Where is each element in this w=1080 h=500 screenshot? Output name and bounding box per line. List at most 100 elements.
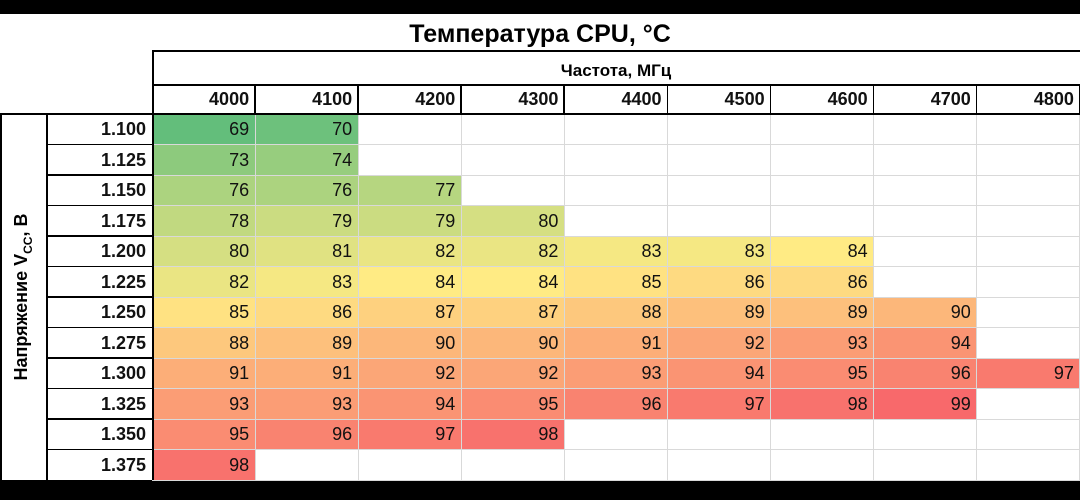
y-tick-label: 1.250 [100, 302, 146, 322]
heatmap-cell: 87 [358, 297, 462, 328]
heatmap-cell: 86 [255, 297, 359, 328]
heatmap-cell: 74 [255, 144, 359, 175]
row-header-divider [47, 174, 152, 176]
header-cell-divider [460, 84, 462, 114]
heatmap-cell: 98 [152, 449, 256, 480]
heatmap-cell: 92 [461, 358, 565, 389]
heatmap-cell: 88 [564, 297, 668, 328]
y-axis-label-main: Напряжение V [11, 253, 32, 381]
y-tick-label: 1.325 [100, 393, 146, 414]
heatmap-cell: 97 [358, 419, 462, 450]
row-header-divider [47, 143, 152, 145]
heatmap-cell: 84 [461, 266, 565, 297]
y-axis-label-suffix: , В [11, 213, 32, 237]
heatmap-cell: 83 [564, 236, 668, 267]
heatmap-cell: 76 [152, 175, 256, 206]
heatmap-cell: 92 [667, 327, 771, 358]
row-header-divider [47, 235, 152, 237]
heatmap-cell: 91 [564, 327, 668, 358]
y-tick-label: 1.350 [100, 424, 146, 444]
row-header-divider [47, 326, 152, 328]
x-tick-label: 4700 [930, 89, 971, 109]
heatmap-cell: 88 [152, 327, 256, 358]
row-header-divider [47, 357, 152, 359]
heatmap-cell: 94 [873, 327, 977, 358]
heatmap-cell: 73 [152, 144, 256, 175]
x-tick-label: 4600 [827, 89, 868, 109]
heatmap-cell: 93 [564, 358, 668, 389]
heatmap-cell: 94 [667, 358, 771, 389]
heatmap-cell: 95 [770, 358, 874, 389]
heatmap-cell: 85 [152, 297, 256, 328]
x-tick-label: 4300 [518, 89, 559, 109]
gridline-horizontal [152, 388, 1080, 389]
header-cell-divider [666, 84, 668, 114]
gridline-horizontal [152, 418, 1080, 420]
heatmap-cell: 91 [255, 358, 359, 389]
header-row-top-border [152, 84, 1080, 86]
header-cell-divider [1078, 84, 1080, 114]
header-row-bottom-border [0, 113, 1080, 115]
y-axis-label-area: Напряжение VCC, В [0, 114, 47, 480]
x-tick-label: 4800 [1033, 89, 1074, 109]
row-header-divider [47, 387, 152, 389]
heatmap-cell: 89 [255, 327, 359, 358]
heatmap-cell: 79 [358, 205, 462, 236]
heatmap-cell: 97 [667, 388, 771, 419]
heatmap-cell: 82 [461, 236, 565, 267]
ylabel-right-border [46, 114, 48, 480]
heatmap-cell: 82 [358, 236, 462, 267]
row-header-divider [47, 204, 152, 206]
row-header-divider [47, 418, 152, 420]
y-tick-label: 1.225 [100, 271, 146, 292]
heatmap-cell: 99 [873, 388, 977, 419]
heatmap-cell: 87 [461, 297, 565, 328]
heatmap-cell: 80 [152, 236, 256, 267]
y-tick-label: 1.125 [100, 149, 146, 170]
y-tick-label: 1.100 [100, 119, 146, 139]
gridline-horizontal [152, 174, 1080, 176]
x-tick-label: 4100 [312, 89, 353, 109]
heatmap-cell: 85 [564, 266, 668, 297]
heatmap-cell: 86 [770, 266, 874, 297]
gridline-horizontal [152, 205, 1080, 206]
heatmap-cell: 70 [255, 114, 359, 145]
row-header-divider [47, 265, 152, 267]
gridline-horizontal [152, 479, 1080, 481]
x-tick-label: 4200 [415, 89, 456, 109]
x-tick-label: 4500 [724, 89, 765, 109]
heatmap-cell: 98 [461, 419, 565, 450]
x-tick-label: 4000 [209, 89, 250, 109]
spreadsheet-sheet: Температура CPU, °C Частота, МГц Напряже… [0, 14, 1080, 481]
row-header-divider [47, 296, 152, 298]
header-cell-divider [769, 84, 772, 114]
gridline-horizontal [152, 235, 1080, 237]
heatmap-cell: 84 [770, 236, 874, 267]
heatmap-cell: 86 [667, 266, 771, 297]
heatmap-cell: 90 [873, 297, 977, 328]
heatmap-cell: 96 [873, 358, 977, 389]
chart-title: Температура CPU, °C [409, 20, 671, 48]
header-cell-divider [254, 84, 256, 114]
gridline-horizontal [152, 266, 1080, 267]
heatmap-cell: 95 [461, 388, 565, 419]
heatmap-cell: 76 [255, 175, 359, 206]
y-tick-label: 1.375 [100, 454, 146, 475]
heatmap-cell: 69 [152, 114, 256, 145]
header-cell-divider [357, 84, 359, 114]
gridline-horizontal [152, 144, 1080, 145]
heatmap-cell: 93 [255, 388, 359, 419]
heatmap-cell: 98 [770, 388, 874, 419]
heatmap-cell: 93 [770, 327, 874, 358]
heatmap-cell: 91 [152, 358, 256, 389]
y-tick-label: 1.275 [100, 332, 146, 353]
heatmap-cell: 83 [255, 266, 359, 297]
heatmap-cell: 89 [667, 297, 771, 328]
x-label-top-border [152, 50, 1080, 52]
header-cell-divider [872, 84, 875, 114]
heatmap-cell: 84 [358, 266, 462, 297]
gridline-horizontal [152, 296, 1080, 298]
heatmap-cell: 95 [152, 419, 256, 450]
y-tick-label: 1.200 [100, 241, 146, 261]
heatmap-cell: 83 [667, 236, 771, 267]
